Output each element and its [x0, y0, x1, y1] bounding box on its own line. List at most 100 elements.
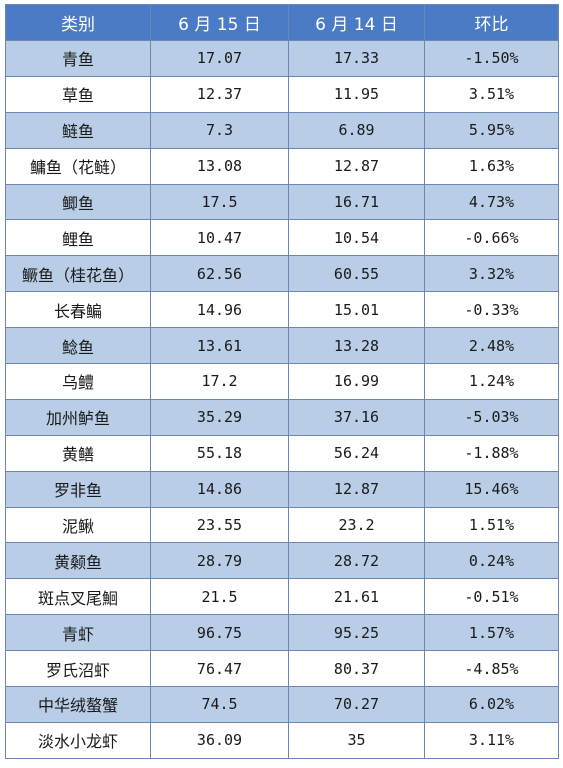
cell-category: 中华绒螯蟹 [5, 686, 151, 723]
table-row: 乌鳢 17.2 16.99 1.24% [5, 363, 559, 400]
cell-jun15: 23.55 [150, 506, 289, 544]
cell-category: 鳜鱼（桂花鱼） [5, 255, 151, 293]
cell-jun14: 12.87 [288, 470, 425, 508]
cell-change: 1.24% [424, 363, 559, 400]
table-row: 草鱼 12.37 11.95 3.51% [5, 75, 559, 113]
header-row: 类别 6 月 15 日 6 月 14 日 环比 [5, 4, 559, 41]
cell-category: 鲶鱼 [5, 327, 151, 365]
cell-category: 黄颡鱼 [5, 542, 151, 580]
cell-change: -5.03% [424, 398, 559, 436]
cell-change: 6.02% [424, 686, 559, 723]
cell-change: -0.66% [424, 219, 559, 257]
cell-jun14: 28.72 [288, 542, 425, 580]
cell-change: -1.88% [424, 434, 559, 472]
cell-jun14: 15.01 [288, 291, 425, 329]
table-row: 黄鳝 55.18 56.24 -1.88% [5, 434, 559, 472]
cell-change: 0.24% [424, 542, 559, 580]
cell-jun14: 16.71 [288, 183, 425, 221]
cell-jun14: 23.2 [288, 506, 425, 544]
cell-jun15: 35.29 [150, 398, 289, 436]
cell-category: 鲫鱼 [5, 183, 151, 221]
cell-jun14: 21.61 [288, 578, 425, 616]
table-row: 斑点叉尾鮰 21.5 21.61 -0.51% [5, 578, 559, 616]
cell-jun15: 7.3 [150, 111, 289, 149]
cell-jun14: 10.54 [288, 219, 425, 257]
price-table: 类别 6 月 15 日 6 月 14 日 环比 青鱼 17.07 17.33 -1.5… [5, 4, 559, 759]
cell-jun14: 95.25 [288, 614, 425, 652]
cell-jun15: 17.2 [150, 363, 289, 400]
cell-jun14: 6.89 [288, 111, 425, 149]
cell-change: 4.73% [424, 183, 559, 221]
table-body: 青鱼 17.07 17.33 -1.50% 草鱼 12.37 11.95 3.51% 鲢鱼 7.3… [5, 40, 559, 759]
cell-jun15: 12.37 [150, 75, 289, 113]
cell-jun15: 13.61 [150, 327, 289, 365]
cell-jun15: 14.86 [150, 470, 289, 508]
cell-change: 5.95% [424, 111, 559, 149]
cell-category: 泥鳅 [5, 506, 151, 544]
cell-change: -4.85% [424, 650, 559, 688]
table-row: 鳙鱼（花鲢） 13.08 12.87 1.63% [5, 147, 559, 185]
table-row: 鲶鱼 13.61 13.28 2.48% [5, 327, 559, 365]
cell-category: 斑点叉尾鮰 [5, 578, 151, 616]
cell-change: 1.57% [424, 614, 559, 652]
cell-jun15: 17.07 [150, 40, 289, 77]
cell-jun15: 55.18 [150, 434, 289, 472]
cell-change: 1.51% [424, 506, 559, 544]
cell-jun15: 17.5 [150, 183, 289, 221]
cell-jun15: 74.5 [150, 686, 289, 723]
cell-jun14: 37.16 [288, 398, 425, 436]
cell-jun14: 70.27 [288, 686, 425, 723]
table-row: 鳜鱼（桂花鱼） 62.56 60.55 3.32% [5, 255, 559, 293]
cell-category: 黄鳝 [5, 434, 151, 472]
cell-jun14: 11.95 [288, 75, 425, 113]
cell-change: 3.32% [424, 255, 559, 293]
cell-jun15: 62.56 [150, 255, 289, 293]
cell-jun15: 36.09 [150, 721, 289, 759]
header-change: 环比 [424, 4, 559, 41]
cell-jun14: 17.33 [288, 40, 425, 77]
table-row: 青鱼 17.07 17.33 -1.50% [5, 40, 559, 77]
cell-jun15: 28.79 [150, 542, 289, 580]
cell-jun14: 60.55 [288, 255, 425, 293]
cell-category: 鳙鱼（花鲢） [5, 147, 151, 185]
cell-jun15: 21.5 [150, 578, 289, 616]
cell-category: 罗非鱼 [5, 470, 151, 508]
header-jun15: 6 月 15 日 [150, 4, 289, 41]
cell-category: 长春鳊 [5, 291, 151, 329]
header-jun14: 6 月 14 日 [288, 4, 425, 41]
cell-category: 乌鳢 [5, 363, 151, 400]
cell-category: 青鱼 [5, 40, 151, 77]
cell-change: 3.11% [424, 721, 559, 759]
cell-category: 加州鲈鱼 [5, 398, 151, 436]
header-category: 类别 [5, 4, 151, 41]
table-row: 青虾 96.75 95.25 1.57% [5, 614, 559, 652]
cell-category: 罗氏沼虾 [5, 650, 151, 688]
table-row: 黄颡鱼 28.79 28.72 0.24% [5, 542, 559, 580]
table-row: 淡水小龙虾 36.09 35 3.11% [5, 721, 559, 759]
table-row: 鲢鱼 7.3 6.89 5.95% [5, 111, 559, 149]
cell-jun15: 14.96 [150, 291, 289, 329]
cell-change: 2.48% [424, 327, 559, 365]
cell-jun14: 80.37 [288, 650, 425, 688]
table-row: 罗非鱼 14.86 12.87 15.46% [5, 470, 559, 508]
cell-jun15: 13.08 [150, 147, 289, 185]
cell-jun15: 96.75 [150, 614, 289, 652]
cell-category: 草鱼 [5, 75, 151, 113]
cell-jun14: 16.99 [288, 363, 425, 400]
table-row: 长春鳊 14.96 15.01 -0.33% [5, 291, 559, 329]
table-row: 泥鳅 23.55 23.2 1.51% [5, 506, 559, 544]
cell-jun14: 13.28 [288, 327, 425, 365]
table-row: 鲤鱼 10.47 10.54 -0.66% [5, 219, 559, 257]
table-row: 鲫鱼 17.5 16.71 4.73% [5, 183, 559, 221]
table-row: 加州鲈鱼 35.29 37.16 -5.03% [5, 398, 559, 436]
cell-jun14: 12.87 [288, 147, 425, 185]
cell-change: 3.51% [424, 75, 559, 113]
cell-change: -0.51% [424, 578, 559, 616]
table-row: 中华绒螯蟹 74.5 70.27 6.02% [5, 686, 559, 723]
cell-category: 鲢鱼 [5, 111, 151, 149]
cell-category: 淡水小龙虾 [5, 721, 151, 759]
cell-category: 青虾 [5, 614, 151, 652]
cell-change: -0.33% [424, 291, 559, 329]
cell-jun14: 35 [288, 721, 425, 759]
cell-change: -1.50% [424, 40, 559, 77]
